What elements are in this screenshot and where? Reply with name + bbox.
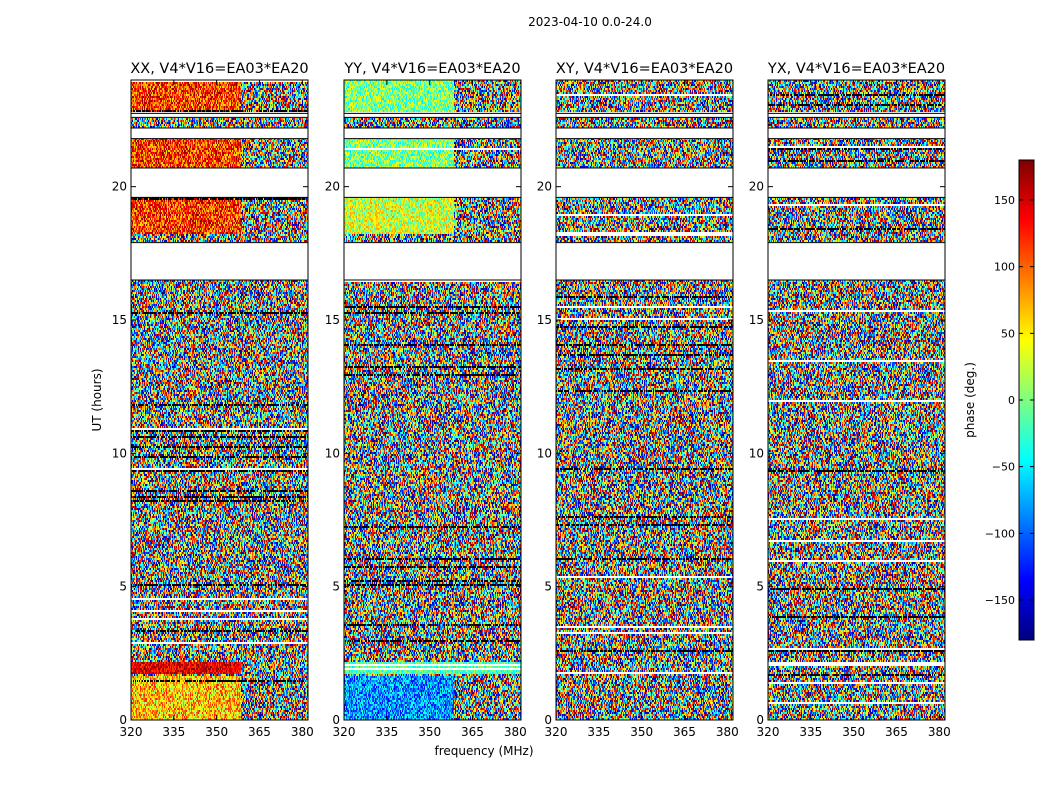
panel-title: XX, V4*V16=EA03*EA20: [130, 61, 308, 77]
y-tick-label: 15: [537, 313, 552, 327]
panel-title: YY, V4*V16=EA03*EA20: [343, 61, 520, 77]
panel-frame: [130, 79, 309, 721]
x-tick-label: 380: [291, 725, 314, 739]
y-tick-label: 20: [537, 180, 552, 194]
panels-group: XX, V4*V16=EA03*EA20 320 335 350 365 380 0 5 10 1…: [112, 61, 951, 739]
colorbar-tick-label: 150: [994, 194, 1015, 207]
x-tick-label: 365: [885, 725, 908, 739]
y-tick-label: 10: [749, 446, 764, 460]
x-axis-label: frequency (MHz): [434, 744, 533, 758]
flagged-band: [768, 168, 945, 198]
y-tick-label: 0: [332, 713, 340, 727]
y-tick-label: 20: [112, 180, 127, 194]
x-tick-label: 380: [928, 725, 951, 739]
flagged-band: [131, 128, 308, 139]
flagged-band: [131, 168, 308, 198]
flagged-band: [131, 113, 308, 118]
flagged-band: [344, 113, 521, 118]
x-tick-label: 335: [375, 725, 398, 739]
x-tick-label: 350: [205, 725, 228, 739]
x-tick-label: 365: [461, 725, 484, 739]
colorbar-tick-label: 100: [994, 261, 1015, 274]
colorbar-label: phase (deg.): [963, 362, 977, 438]
x-tick-label: 320: [120, 725, 143, 739]
colorbar-tick-label: 0: [1008, 394, 1015, 407]
colorbar-tick-label: −100: [985, 527, 1015, 540]
colorbar-tick-label: 50: [1001, 327, 1015, 340]
y-tick-label: 0: [544, 713, 552, 727]
flagged-band: [556, 128, 733, 139]
panel-frame: [767, 79, 946, 721]
x-tick-label: 335: [799, 725, 822, 739]
panel-title: YX, V4*V16=EA03*EA20: [767, 61, 945, 77]
y-tick-label: 20: [749, 180, 764, 194]
y-tick-label: 20: [325, 180, 340, 194]
y-tick-label: 10: [112, 446, 127, 460]
colorbar: −150 −100 −50 0 50 100 150: [985, 159, 1035, 641]
x-tick-label: 380: [716, 725, 739, 739]
x-tick-label: 320: [333, 725, 356, 739]
flagged-band: [344, 168, 521, 198]
flagged-band: [344, 242, 521, 280]
y-tick-label: 10: [325, 446, 340, 460]
y-tick-label: 5: [119, 580, 127, 594]
x-tick-label: 320: [757, 725, 780, 739]
x-tick-label: 335: [162, 725, 185, 739]
panel-frame: [343, 79, 522, 721]
y-tick-label: 15: [749, 313, 764, 327]
y-tick-label: 5: [756, 580, 764, 594]
y-tick-label: 15: [325, 313, 340, 327]
x-tick-label: 365: [673, 725, 696, 739]
flagged-band: [768, 128, 945, 139]
panel-title: XY, V4*V16=EA03*EA20: [556, 61, 733, 77]
x-tick-label: 320: [545, 725, 568, 739]
x-tick-label: 380: [504, 725, 527, 739]
panel-yx: YX, V4*V16=EA03*EA20 320 335 350 365 380 0 5 10 1…: [749, 61, 951, 739]
flagged-band: [131, 242, 308, 280]
figure-suptitle: 2023-04-10 0.0-24.0: [528, 15, 652, 29]
panel-frame: [555, 79, 734, 721]
flagged-band: [556, 113, 733, 118]
flagged-band: [344, 128, 521, 139]
x-tick-label: 350: [842, 725, 865, 739]
colorbar-tick-label: −150: [985, 594, 1015, 607]
flagged-band: [556, 168, 733, 198]
flagged-band: [768, 242, 945, 280]
x-tick-label: 350: [418, 725, 441, 739]
x-tick-label: 365: [248, 725, 271, 739]
y-tick-label: 0: [756, 713, 764, 727]
x-tick-label: 350: [630, 725, 653, 739]
flagged-band: [768, 113, 945, 118]
panel-yy: YY, V4*V16=EA03*EA20 320 335 350 365 380 0 5 10 1…: [325, 61, 527, 739]
y-tick-label: 10: [537, 446, 552, 460]
flagged-band: [556, 242, 733, 280]
x-tick-label: 335: [587, 725, 610, 739]
y-tick-label: 15: [112, 313, 127, 327]
y-tick-label: 5: [332, 580, 340, 594]
y-axis-label: UT (hours): [90, 368, 104, 431]
panel-xy: XY, V4*V16=EA03*EA20 320 335 350 365 380 0 5 10 1…: [537, 61, 739, 739]
y-tick-label: 5: [544, 580, 552, 594]
colorbar-tick-label: −50: [992, 461, 1015, 474]
panel-xx: XX, V4*V16=EA03*EA20 320 335 350 365 380 0 5 10 1…: [112, 61, 314, 739]
y-tick-label: 0: [119, 713, 127, 727]
